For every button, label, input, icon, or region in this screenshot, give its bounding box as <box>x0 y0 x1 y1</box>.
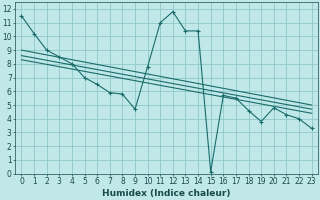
X-axis label: Humidex (Indice chaleur): Humidex (Indice chaleur) <box>102 189 231 198</box>
